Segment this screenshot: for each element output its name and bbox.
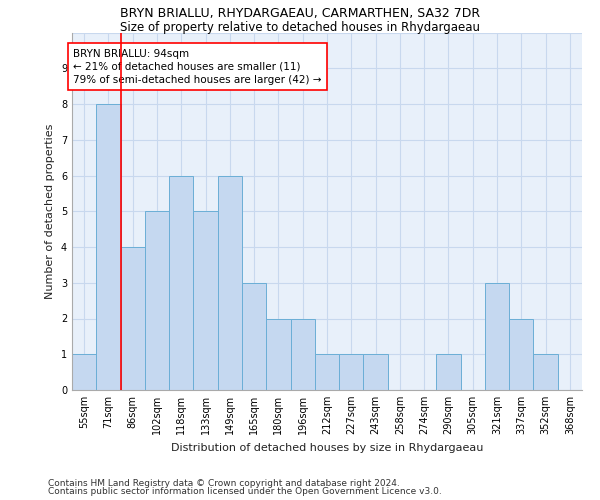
Bar	[436, 354, 461, 390]
Text: BRYN BRIALLU, RHYDARGAEAU, CARMARTHEN, SA32 7DR: BRYN BRIALLU, RHYDARGAEAU, CARMARTHEN, S…	[120, 8, 480, 20]
Text: Contains public sector information licensed under the Open Government Licence v3: Contains public sector information licen…	[48, 487, 442, 496]
Bar	[242, 283, 266, 390]
Bar	[266, 318, 290, 390]
Bar	[509, 318, 533, 390]
Bar	[364, 354, 388, 390]
Bar	[96, 104, 121, 390]
Bar	[72, 354, 96, 390]
Bar	[121, 247, 145, 390]
Bar	[218, 176, 242, 390]
Bar	[145, 211, 169, 390]
Bar	[485, 283, 509, 390]
X-axis label: Distribution of detached houses by size in Rhydargaeau: Distribution of detached houses by size …	[171, 442, 483, 452]
Bar	[533, 354, 558, 390]
Text: Contains HM Land Registry data © Crown copyright and database right 2024.: Contains HM Land Registry data © Crown c…	[48, 478, 400, 488]
Bar	[169, 176, 193, 390]
Bar	[339, 354, 364, 390]
Y-axis label: Number of detached properties: Number of detached properties	[46, 124, 55, 299]
Bar	[193, 211, 218, 390]
Text: BRYN BRIALLU: 94sqm
← 21% of detached houses are smaller (11)
79% of semi-detach: BRYN BRIALLU: 94sqm ← 21% of detached ho…	[73, 48, 322, 85]
Bar	[315, 354, 339, 390]
Text: Size of property relative to detached houses in Rhydargaeau: Size of property relative to detached ho…	[120, 21, 480, 34]
Bar	[290, 318, 315, 390]
